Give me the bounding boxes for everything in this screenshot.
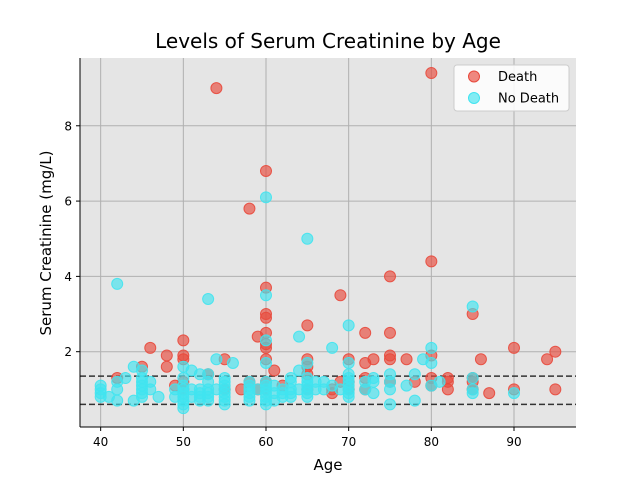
- data-point: [260, 289, 272, 302]
- reference-lines: [80, 375, 576, 406]
- data-point: [202, 394, 215, 407]
- x-ticks: 40 50 60 70 80 90: [93, 427, 522, 449]
- data-point: [111, 394, 124, 407]
- data-point: [160, 360, 173, 373]
- data-point: [326, 341, 339, 354]
- legend-marker-death: [468, 70, 480, 83]
- data-point: [301, 232, 314, 245]
- data-point: [425, 341, 438, 354]
- data-point: [243, 202, 256, 215]
- data-point: [541, 353, 554, 366]
- data-point: [367, 353, 380, 366]
- data-point: [342, 319, 355, 332]
- data-point: [218, 398, 231, 411]
- x-tick-label: 80: [424, 435, 439, 449]
- data-point: [177, 402, 190, 415]
- data-point: [144, 383, 157, 396]
- data-point: [119, 372, 132, 385]
- data-point: [384, 353, 396, 366]
- data-point: [466, 372, 479, 385]
- y-tick-label: 4: [64, 270, 72, 284]
- data-point: [384, 398, 396, 411]
- data-point: [549, 383, 562, 396]
- y-ticks: 2 4 6 8: [64, 119, 80, 359]
- x-tick-label: 60: [258, 435, 273, 449]
- data-point: [301, 319, 314, 332]
- x-axis-label: Age: [313, 456, 342, 474]
- data-point: [400, 353, 413, 366]
- data-point: [408, 368, 421, 381]
- y-tick-label: 2: [64, 345, 72, 359]
- data-point: [433, 375, 446, 388]
- data-point: [136, 390, 148, 403]
- y-axis-label: Serum Creatinine (mg/L): [37, 150, 55, 335]
- data-point: [111, 277, 124, 290]
- data-point: [226, 356, 239, 369]
- data-point: [384, 326, 396, 339]
- chart-title: Levels of Serum Creatinine by Age: [155, 29, 501, 53]
- data-point: [441, 383, 454, 396]
- x-tick-label: 70: [341, 435, 356, 449]
- legend: Death No Death: [453, 64, 570, 112]
- data-point: [466, 387, 479, 400]
- plot-background: [80, 58, 576, 427]
- data-point: [549, 345, 562, 358]
- data-point: [152, 390, 165, 403]
- data-point: [260, 311, 272, 324]
- series-no-death: [94, 191, 520, 415]
- data-point: [260, 334, 272, 347]
- data-point: [268, 364, 281, 377]
- y-tick-label: 8: [64, 119, 72, 133]
- data-point: [400, 379, 413, 392]
- data-point: [202, 292, 215, 305]
- data-point: [359, 326, 372, 339]
- data-point: [210, 353, 223, 366]
- legend-label-death: Death: [498, 70, 537, 85]
- legend-box: [453, 64, 570, 112]
- data-point: [284, 390, 297, 403]
- y-tick-label: 6: [64, 195, 72, 209]
- data-point: [334, 289, 347, 302]
- data-point: [425, 356, 438, 369]
- data-point: [508, 387, 520, 400]
- data-point: [144, 341, 157, 354]
- data-point: [293, 364, 306, 377]
- data-point: [466, 300, 479, 313]
- data-point: [384, 383, 396, 396]
- x-tick-label: 50: [176, 435, 191, 449]
- data-point: [384, 270, 396, 283]
- data-point: [367, 387, 380, 400]
- data-point: [293, 330, 306, 343]
- data-point: [425, 67, 438, 80]
- data-point: [243, 394, 256, 407]
- data-point: [260, 191, 272, 204]
- x-tick-label: 90: [506, 435, 521, 449]
- data-point: [301, 356, 314, 369]
- data-point: [408, 394, 421, 407]
- data-point: [483, 387, 496, 400]
- data-point: [177, 334, 190, 347]
- legend-marker-no-death: [468, 92, 480, 104]
- legend-label-no-death: No Death: [498, 92, 559, 107]
- data-point: [111, 383, 124, 396]
- data-point: [342, 390, 355, 403]
- data-point: [474, 353, 487, 366]
- data-point: [367, 375, 380, 388]
- data-point: [342, 356, 355, 369]
- data-point: [260, 356, 272, 369]
- data-points: [94, 67, 562, 415]
- x-tick-label: 40: [93, 435, 108, 449]
- data-point: [425, 255, 438, 268]
- data-point: [508, 341, 520, 354]
- data-point: [160, 349, 173, 362]
- data-point: [260, 164, 272, 177]
- data-point: [210, 82, 223, 95]
- data-point: [301, 390, 314, 403]
